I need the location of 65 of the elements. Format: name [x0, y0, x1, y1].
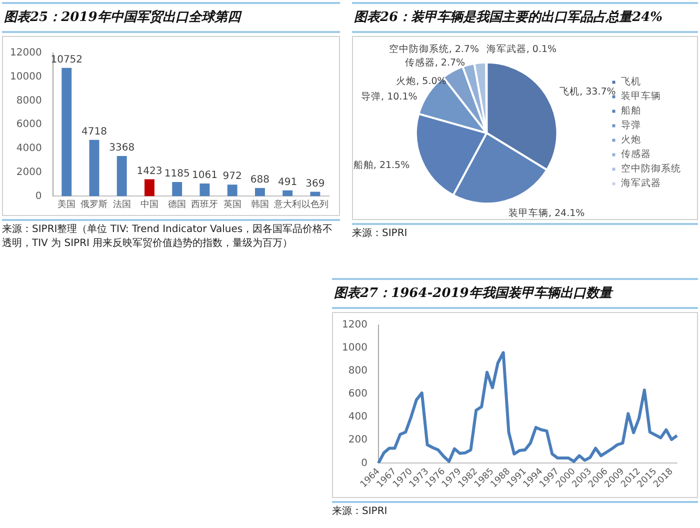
- bar: [310, 192, 320, 196]
- x-tick-label: 德国: [168, 198, 186, 210]
- bar: [116, 156, 127, 196]
- x-tick-label: 美国: [58, 198, 76, 210]
- data-label: 1185: [164, 168, 190, 180]
- x-tick-label: 以色列: [302, 198, 329, 210]
- data-label: 空中防御系统, 2.7%: [388, 43, 480, 56]
- y-tick-label: 2000: [16, 166, 42, 178]
- y-tick-label: 400: [348, 412, 368, 423]
- y-tick-label: 200: [348, 434, 368, 446]
- y-tick-label: 1200: [342, 320, 368, 331]
- legend-label: 装甲车辆: [621, 90, 661, 102]
- x-tick-label: 韩国: [250, 198, 269, 210]
- source-note: 来源：SIPRI整理（单位 TIV: Trend Indicator Values，因各国军品价格不透明，TIV 为 SIPRI 用来反映军贸价值趋势的指数，量级为百万）: [2, 219, 340, 251]
- chart-title: 图表27：1964-2019年我国装甲车辆出口数量: [332, 278, 698, 309]
- data-label: 688: [250, 174, 270, 186]
- x-tick-label: 英国: [223, 198, 242, 210]
- x-tick-label: 中国: [140, 198, 158, 210]
- data-label: 1423: [136, 166, 162, 177]
- data-label: 海军武器, 0.1%: [486, 42, 557, 55]
- bar: [144, 179, 154, 196]
- data-label: 装甲车辆, 24.1%: [508, 207, 585, 220]
- y-tick-label: 12000: [10, 48, 42, 59]
- bar: [172, 182, 182, 196]
- data-label: 1061: [192, 170, 218, 182]
- legend-label: 船舶: [621, 104, 641, 117]
- x-tick-label: 法国: [112, 198, 131, 210]
- legend-label: 海军武器: [621, 177, 661, 190]
- data-label: 972: [222, 171, 242, 182]
- x-tick-label: 西班牙: [191, 198, 218, 210]
- y-tick-label: 800: [348, 366, 368, 377]
- y-tick-label: 600: [348, 388, 368, 400]
- source-note: 来源：SIPRI: [352, 223, 698, 241]
- data-label: 10752: [50, 54, 83, 66]
- y-tick-label: 10000: [10, 71, 42, 82]
- y-tick-label: 4000: [16, 143, 42, 154]
- bar: [62, 68, 72, 196]
- data-label: 飞机, 33.7%: [560, 86, 616, 98]
- y-tick-label: 6000: [16, 119, 42, 130]
- data-label: 船舶, 21.5%: [353, 159, 410, 172]
- legend-label: 空中防御系统: [621, 162, 681, 175]
- bar: [200, 184, 210, 196]
- y-tick-label: 0: [361, 458, 368, 469]
- bar: [89, 140, 100, 196]
- chart-title: 图表25：2019年中国军贸出口全球第四: [2, 2, 340, 33]
- x-tick-label: 俄罗斯: [80, 198, 108, 210]
- bar: [227, 184, 238, 196]
- legend-label: 传感器: [621, 148, 651, 160]
- legend-label: 飞机: [621, 76, 641, 88]
- legend-label: 导弹: [621, 119, 641, 132]
- bar: [282, 190, 293, 196]
- chart-title: 图表26：装甲车辆是我国主要的出口军品占总量24%: [352, 2, 698, 33]
- data-label: 491: [278, 176, 298, 188]
- data-label: 3368: [109, 142, 135, 154]
- y-tick-label: 8000: [16, 95, 42, 106]
- data-label: 导弹, 10.1%: [361, 90, 418, 103]
- x-tick-label: 意大利: [273, 198, 302, 210]
- data-label: 传感器, 2.7%: [404, 56, 466, 69]
- legend-label: 火炮: [621, 134, 641, 146]
- data-label: 4718: [82, 126, 107, 138]
- bar: [254, 188, 265, 196]
- data-label: 369: [306, 178, 325, 190]
- y-tick-label: 0: [35, 190, 42, 202]
- source-note: 来源：SIPRI: [332, 501, 698, 519]
- y-tick-label: 1000: [342, 342, 368, 354]
